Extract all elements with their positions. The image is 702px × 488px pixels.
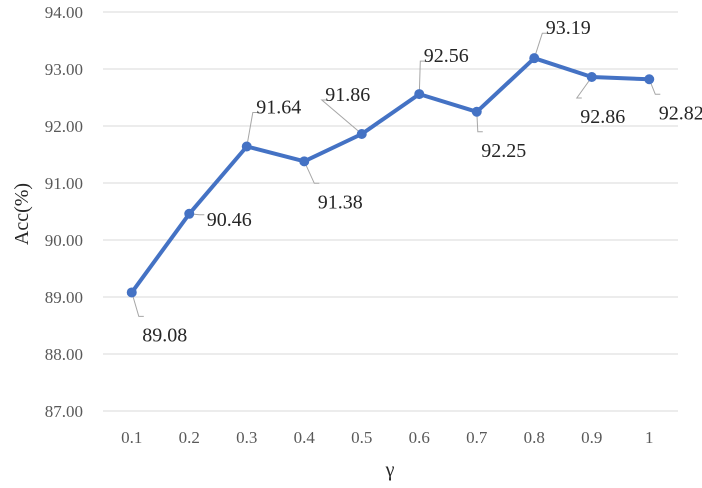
data-label: 92.56 [424, 45, 469, 67]
x-tick-label: 0.1 [121, 428, 142, 447]
x-axis-title: γ [385, 459, 395, 481]
y-tick-label: 90.00 [45, 231, 83, 250]
y-tick-label: 88.00 [45, 345, 83, 364]
label-leader-line [320, 99, 363, 135]
label-leader-line [246, 112, 258, 147]
y-tick-label: 93.00 [45, 60, 83, 79]
y-tick-label: 92.00 [45, 117, 83, 136]
label-leader-line [418, 60, 426, 95]
data-label: 92.86 [580, 106, 625, 128]
y-tick-label: 94.00 [45, 3, 83, 22]
data-label: 91.64 [256, 97, 301, 119]
y-tick-label: 91.00 [45, 174, 83, 193]
label-leader-line [303, 161, 320, 184]
x-axis-ticks: 0.1 0.2 0.3 0.4 0.5 0.6 0.7 0.8 0.9 1 [121, 428, 653, 447]
data-label: 92.25 [481, 140, 526, 162]
data-point [241, 141, 252, 152]
data-point [529, 53, 540, 64]
x-tick-label: 0.6 [409, 428, 430, 447]
x-tick-label: 0.3 [236, 428, 257, 447]
data-point [471, 106, 482, 117]
label-leader-line [533, 32, 548, 59]
x-tick-label: 0.4 [294, 428, 316, 447]
data-points [126, 53, 655, 298]
data-point [586, 71, 597, 82]
data-point [414, 89, 425, 100]
label-leader-lines [131, 32, 661, 317]
label-leader-line [575, 76, 593, 99]
x-tick-label: 1 [645, 428, 654, 447]
label-leader-line [648, 79, 661, 95]
y-tick-label: 87.00 [45, 402, 83, 421]
label-leader-line [131, 292, 144, 317]
data-point [126, 287, 137, 298]
data-label: 89.08 [142, 324, 187, 346]
data-label: 91.86 [325, 84, 370, 106]
y-axis-title: Acc(%) [11, 183, 33, 245]
y-tick-label: 89.00 [45, 288, 83, 307]
data-point [644, 74, 655, 85]
data-label: 91.38 [318, 191, 363, 213]
data-label: 93.19 [546, 17, 591, 39]
data-point [299, 156, 310, 167]
x-tick-label: 0.7 [466, 428, 488, 447]
x-tick-label: 0.9 [581, 428, 602, 447]
label-leader-line [476, 111, 483, 133]
x-tick-label: 0.8 [524, 428, 545, 447]
data-labels: 89.08 90.46 91.64 91.38 91.86 92.56 92.25 93.19… [142, 17, 702, 346]
y-axis-ticks: 87.00 88.00 89.00 90.00 91.00 92.00 93.00 94.00 [45, 3, 83, 421]
data-label: 92.82 [659, 102, 702, 124]
gridlines [103, 11, 678, 412]
data-label: 90.46 [207, 209, 252, 231]
x-tick-label: 0.5 [351, 428, 372, 447]
data-point [184, 208, 195, 219]
x-tick-label: 0.2 [179, 428, 200, 447]
data-point [356, 128, 367, 139]
series-line [129, 56, 652, 295]
